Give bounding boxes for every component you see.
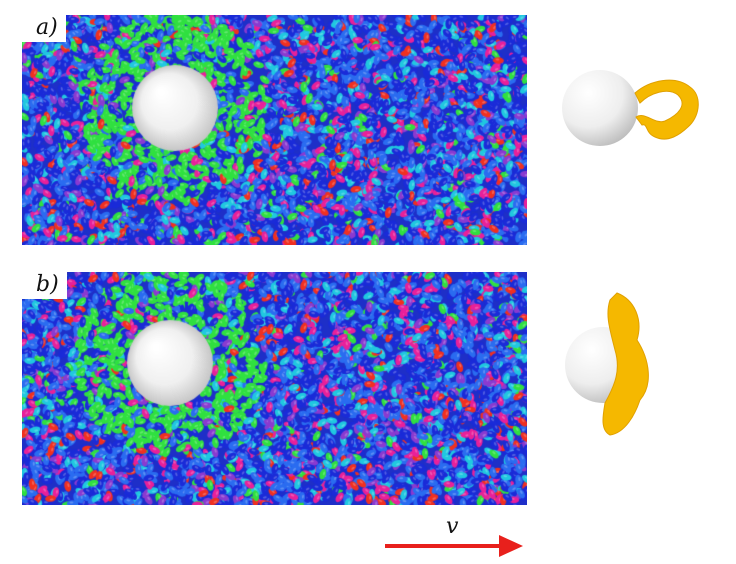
panel-b-label: b) xyxy=(22,272,67,299)
colloid-sphere-a xyxy=(562,70,638,146)
panel-a-label: a) xyxy=(22,15,66,42)
particle-field-b xyxy=(22,272,527,505)
defect-loop-b xyxy=(565,292,649,436)
panel-a-simulation xyxy=(22,15,527,245)
defect-loop-a xyxy=(562,70,699,146)
defect-ring xyxy=(602,292,649,436)
particle-field-a xyxy=(22,15,527,245)
defect-ring xyxy=(634,79,699,140)
panel-b-simulation xyxy=(22,272,527,505)
velocity-arrow xyxy=(385,535,523,557)
velocity-label: v xyxy=(446,514,459,539)
